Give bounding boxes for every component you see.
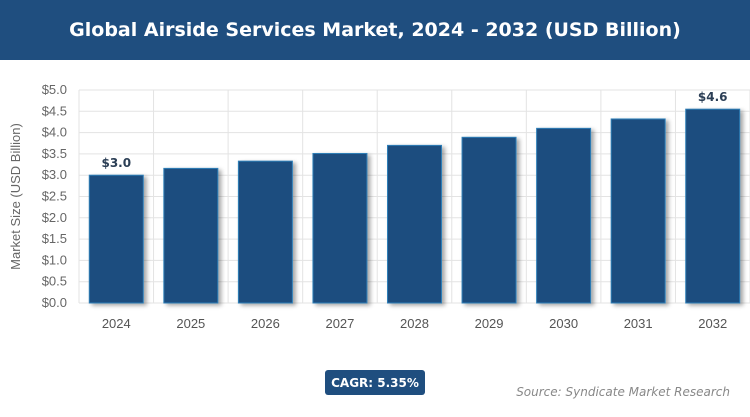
y-tick-label: $0.5 — [42, 274, 67, 289]
y-tick-label: $4.5 — [42, 103, 67, 118]
bar-2026 — [237, 160, 293, 304]
data-label: $3.0 — [101, 156, 131, 170]
bar-2025 — [163, 167, 219, 304]
y-axis-label: Market Size (USD Billion) — [8, 123, 23, 270]
y-tick-label: $1.5 — [42, 231, 67, 246]
bar-2028 — [387, 144, 442, 304]
x-tick-label: 2026 — [251, 316, 280, 331]
bar-2029 — [461, 136, 517, 304]
y-tick-label: $3.5 — [42, 146, 67, 161]
x-tick-label: 2024 — [102, 316, 131, 331]
bar-2031 — [610, 118, 666, 304]
bar-chart: $0.0 $0.5 $1.0 $1.5 $2.0 $2.5 $3.0 $3.5 $4.0 $4.5… — [8, 82, 750, 331]
x-tick-label: 2030 — [549, 316, 578, 331]
y-tick-label: $1.0 — [42, 252, 67, 267]
bar-2032 — [685, 108, 741, 304]
chart-title: Global Airside Services Market, 2024 - 2… — [0, 0, 750, 60]
y-tick-label: $2.5 — [42, 189, 67, 204]
x-tick-label: 2027 — [325, 316, 354, 331]
y-tick-label: $0.0 — [42, 295, 67, 310]
bar-2024 — [88, 174, 144, 304]
x-tick-label: 2032 — [698, 316, 727, 331]
source-note: Source: Syndicate Market Research — [516, 385, 730, 399]
cagr-badge: CAGR: 5.35% — [325, 370, 425, 395]
y-tick-label: $4.0 — [42, 125, 67, 140]
x-tick-label: 2031 — [624, 316, 653, 331]
bar-2027 — [312, 152, 368, 304]
x-tick-label: 2029 — [475, 316, 504, 331]
bar-2030 — [536, 127, 592, 304]
y-tick-label: $2.0 — [42, 210, 67, 225]
y-tick-label: $5.0 — [42, 82, 67, 97]
x-tick-label: 2028 — [400, 316, 429, 331]
y-tick-label: $3.0 — [42, 167, 67, 182]
data-label: $4.6 — [698, 90, 728, 104]
x-tick-label: 2025 — [176, 316, 205, 331]
